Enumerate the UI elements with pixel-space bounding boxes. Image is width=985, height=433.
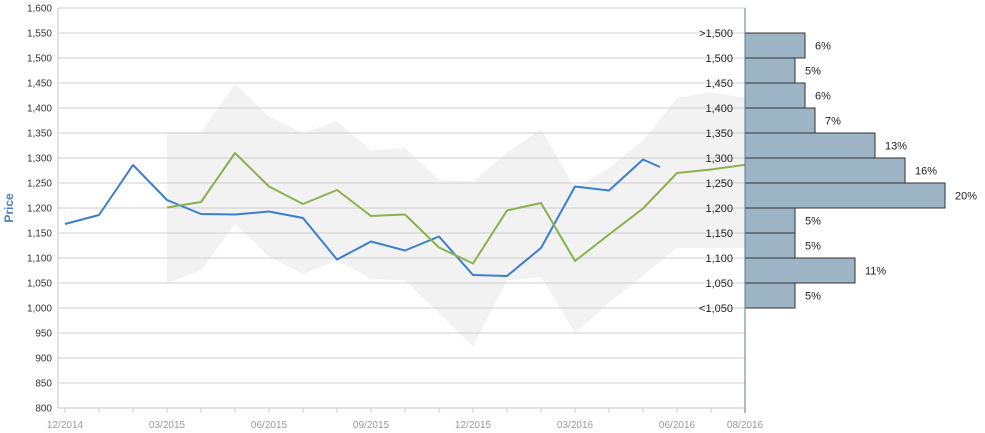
histogram-pct-label: 5% [805,66,821,78]
x-tick-label: 06/2016 [659,420,696,431]
series-line-blue [64,158,661,277]
histogram-pct-label: 16% [915,166,937,178]
y-tick-label: 1,200 [27,204,52,215]
axes [57,8,746,413]
histogram-pct-label: 5% [805,216,821,228]
histogram-pct-label: 5% [805,291,821,303]
x-tick-label: 09/2015 [353,420,390,431]
histogram-bin-label: 1,400 [705,103,733,115]
histogram-bin-label: >1,500 [699,28,733,40]
histogram-pct-label: 11% [865,266,886,278]
histogram-bin-label: 1,200 [705,203,733,215]
histogram-bin-label: 1,450 [705,78,733,90]
y-tick-label: 1,050 [27,279,52,290]
histogram-bar [744,207,796,234]
histogram-pct-label: 20% [955,191,977,203]
y-tick-label: 1,000 [27,304,52,315]
series-line-green [166,152,763,265]
histogram-bin-label: 1,100 [705,253,733,265]
y-tick-label: 1,100 [27,254,52,265]
y-tick-label: 950 [35,329,52,340]
x-tick-label: 12/2014 [47,420,84,431]
y-tick-label: 800 [35,404,52,415]
histogram-bin-label: 1,350 [705,128,733,140]
y-axis-label: Price [2,193,16,223]
histogram-pct-label: 7% [825,116,841,128]
y-tick-label: 900 [35,354,52,365]
histogram-bar [744,157,906,184]
x-tick-label: 12/2015 [455,420,492,431]
histogram-bin-label: 1,250 [705,178,733,190]
gridlines [58,7,745,409]
histogram-bin-label: <1,050 [699,303,733,315]
histogram-bar [744,132,876,159]
y-tick-label: 1,400 [27,104,52,115]
histogram-bar [744,232,796,259]
histogram-pct-label: 6% [815,91,831,103]
y-tick-label: 1,350 [27,129,52,140]
histogram-bar [744,182,946,209]
y-tick-label: 1,250 [27,179,52,190]
histogram-pct-label: 5% [805,241,821,253]
series-lines [64,152,763,277]
histogram-bar [744,82,806,109]
x-tick-label: 03/2015 [149,420,186,431]
histogram-pct-label: 13% [885,141,907,153]
x-tick-label: 03/2016 [557,420,594,431]
y-tick-label: 1,500 [27,54,52,65]
y-tick-label: 1,300 [27,154,52,165]
histogram-pct-label: 6% [815,41,831,53]
y-tick-label: 1,550 [27,29,52,40]
x-tick-label: 06/2015 [251,420,288,431]
histogram-bar [744,57,796,84]
histogram-bin-label: 1,150 [705,228,733,240]
forecast-range-band [167,84,745,347]
histogram-bar [744,107,816,134]
y-axis-ticks: 1,600 1,550 1,500 1,450 1,400 1,350 1,300 1,250… [27,4,52,415]
histogram-bar [744,257,856,284]
histogram-bar [744,32,806,59]
y-tick-label: 1,450 [27,79,52,90]
band-area [167,84,745,347]
histogram-bar [744,282,796,309]
y-tick-label: 1,600 [27,4,52,15]
x-tick-label: 08/2016 [727,420,764,431]
x-axis-ticks: 12/2014 03/2015 06/2015 09/2015 12/2015 03/20… [47,408,764,431]
histogram-bin-label: 1,300 [705,153,733,165]
y-tick-label: 850 [35,379,52,390]
y-tick-label: 1,150 [27,229,52,240]
histogram-bin-label: 1,050 [705,278,733,290]
distribution-histogram: >1,500 6% 1,500 5% 1,450 6% 1,400 7% 1,350 13% 1,3… [699,28,977,315]
histogram-bin-label: 1,500 [705,53,733,65]
